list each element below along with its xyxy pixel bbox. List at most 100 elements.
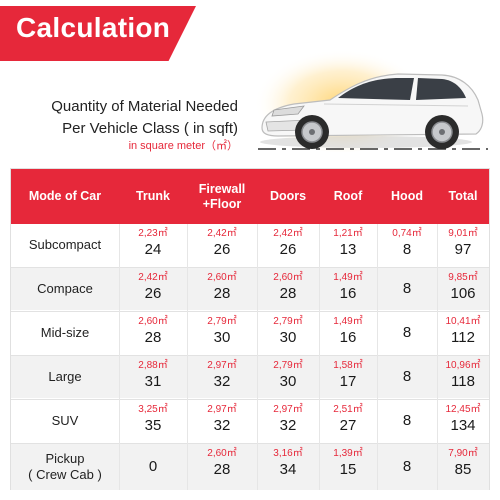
title-banner [0, 6, 196, 61]
table-header: Mode of Car Trunk Firewall +Floor Doors … [11, 169, 489, 224]
sqm-value: 10,41㎡ [445, 316, 481, 327]
sqft-value: 97 [454, 241, 472, 258]
sqft-value: 106 [450, 285, 476, 302]
sqm-value: 1,58㎡ [333, 360, 363, 371]
column-divider [257, 224, 258, 490]
cell-firewall-floor: 2,60㎡ 28 [187, 444, 257, 490]
sqm-value: 7,90㎡ [448, 448, 478, 459]
hatchback-car-icon [254, 44, 488, 152]
cell-hood: 8 [377, 312, 437, 354]
row-divider [11, 355, 489, 356]
sqm-value: 1,39㎡ [333, 448, 363, 459]
cell-total: 10,41㎡ 112 [437, 312, 489, 354]
cell-mode: Large [11, 356, 119, 398]
sqft-value: 15 [339, 461, 357, 478]
cell-hood: 8 [377, 444, 437, 490]
cell-doors: 2,79㎡ 30 [257, 356, 319, 398]
cell-total: 9,01㎡ 97 [437, 224, 489, 266]
cell-trunk: 2,60㎡ 28 [119, 312, 187, 354]
sqm-value: 2,42㎡ [207, 228, 237, 239]
cell-firewall-floor: 2,79㎡ 30 [187, 312, 257, 354]
sqft-value: 28 [213, 285, 231, 302]
mode-label: SUV [51, 413, 79, 428]
sqft-value: 16 [339, 285, 357, 302]
cell-doors: 3,16㎡ 34 [257, 444, 319, 490]
car-illustration [238, 44, 500, 166]
sqft-value: 28 [279, 285, 297, 302]
cell-trunk: 3,25㎡ 35 [119, 400, 187, 442]
cell-firewall-floor: 2,97㎡ 32 [187, 356, 257, 398]
sqm-value: 2,88㎡ [138, 360, 168, 371]
page-title: Calculation [16, 12, 171, 43]
cell-mode: Mid-size [11, 312, 119, 354]
table-row: Pickup ( Crew Cab ) 0 2,60㎡ 28 3,16㎡ 34 1,… [11, 444, 489, 490]
row-divider [11, 443, 489, 444]
row-divider [11, 311, 489, 312]
sqm-value: 2,42㎡ [138, 272, 168, 283]
sqm-value: 9,01㎡ [448, 228, 478, 239]
sqm-value: 1,21㎡ [333, 228, 363, 239]
cell-roof: 1,58㎡ 17 [319, 356, 377, 398]
sqm-value: 2,60㎡ [273, 272, 303, 283]
cell-doors: 2,79㎡ 30 [257, 312, 319, 354]
sqft-value: 8 [402, 458, 412, 475]
row-divider [11, 267, 489, 268]
cell-doors: 2,42㎡ 26 [257, 224, 319, 266]
cell-hood: 0,74㎡ 8 [377, 224, 437, 266]
sqft-value: 8 [402, 280, 412, 297]
sqft-value: 0 [148, 458, 158, 475]
cell-trunk: 2,88㎡ 31 [119, 356, 187, 398]
cell-mode: Compace [11, 268, 119, 310]
sqft-value: 8 [402, 412, 412, 429]
header-hood: Hood [391, 189, 423, 203]
sqft-value: 32 [279, 417, 297, 434]
cell-firewall-floor: 2,97㎡ 32 [187, 400, 257, 442]
mode-label: Mid-size [40, 325, 90, 340]
cell-hood: 8 [377, 400, 437, 442]
cell-total: 12,45㎡ 134 [437, 400, 489, 442]
sqft-value: 30 [213, 329, 231, 346]
sqm-value: 2,97㎡ [207, 404, 237, 415]
sqm-value: 1,49㎡ [333, 272, 363, 283]
sqft-value: 28 [213, 461, 231, 478]
header-mode-of-car: Mode of Car [28, 189, 102, 203]
subtitle-line-2: Per Vehicle Class ( in sqft) [62, 120, 238, 137]
sqft-value: 30 [279, 373, 297, 390]
header-roof: Roof [333, 189, 363, 203]
sqm-value: 2,79㎡ [273, 316, 303, 327]
cell-total: 10,96㎡ 118 [437, 356, 489, 398]
subtitle: Quantity of Material Needed Per Vehicle … [18, 96, 238, 140]
sqm-value: 0,74㎡ [392, 228, 422, 239]
cell-roof: 1,49㎡ 16 [319, 312, 377, 354]
sqft-value: 112 [451, 329, 475, 346]
sqft-value: 32 [213, 417, 231, 434]
sqft-value: 32 [213, 373, 231, 390]
cell-hood: 8 [377, 268, 437, 310]
unit-note: in square meter（㎡） [128, 140, 238, 152]
sqft-value: 26 [144, 285, 162, 302]
sqft-value: 26 [279, 241, 297, 258]
cell-mode: SUV [11, 400, 119, 442]
sqft-value: 8 [402, 368, 412, 385]
sqft-value: 30 [279, 329, 297, 346]
sqm-value: 3,25㎡ [138, 404, 168, 415]
cell-trunk: 2,42㎡ 26 [119, 268, 187, 310]
cell-firewall-floor: 2,42㎡ 26 [187, 224, 257, 266]
sqft-value: 34 [279, 461, 297, 478]
sqm-value: 2,60㎡ [207, 272, 237, 283]
cell-total: 7,90㎡ 85 [437, 444, 489, 490]
sqm-value: 2,42㎡ [273, 228, 303, 239]
table-row: Subcompact 2,23㎡ 24 2,42㎡ 26 2,42㎡ 26 1,21㎡… [11, 224, 489, 266]
table-row: Mid-size 2,60㎡ 28 2,79㎡ 30 2,79㎡ 30 1,49㎡ 16… [11, 312, 489, 354]
sqm-value: 2,51㎡ [333, 404, 363, 415]
cell-total: 9,85㎡ 106 [437, 268, 489, 310]
sqft-value: 134 [450, 417, 476, 434]
cell-doors: 2,60㎡ 28 [257, 268, 319, 310]
column-divider [377, 224, 378, 490]
sqm-value: 2,79㎡ [273, 360, 303, 371]
header-doors: Doors [269, 189, 307, 203]
cell-firewall-floor: 2,60㎡ 28 [187, 268, 257, 310]
cell-doors: 2,97㎡ 32 [257, 400, 319, 442]
sqft-value: 16 [339, 329, 357, 346]
mode-label: Pickup ( Crew Cab ) [28, 451, 102, 482]
